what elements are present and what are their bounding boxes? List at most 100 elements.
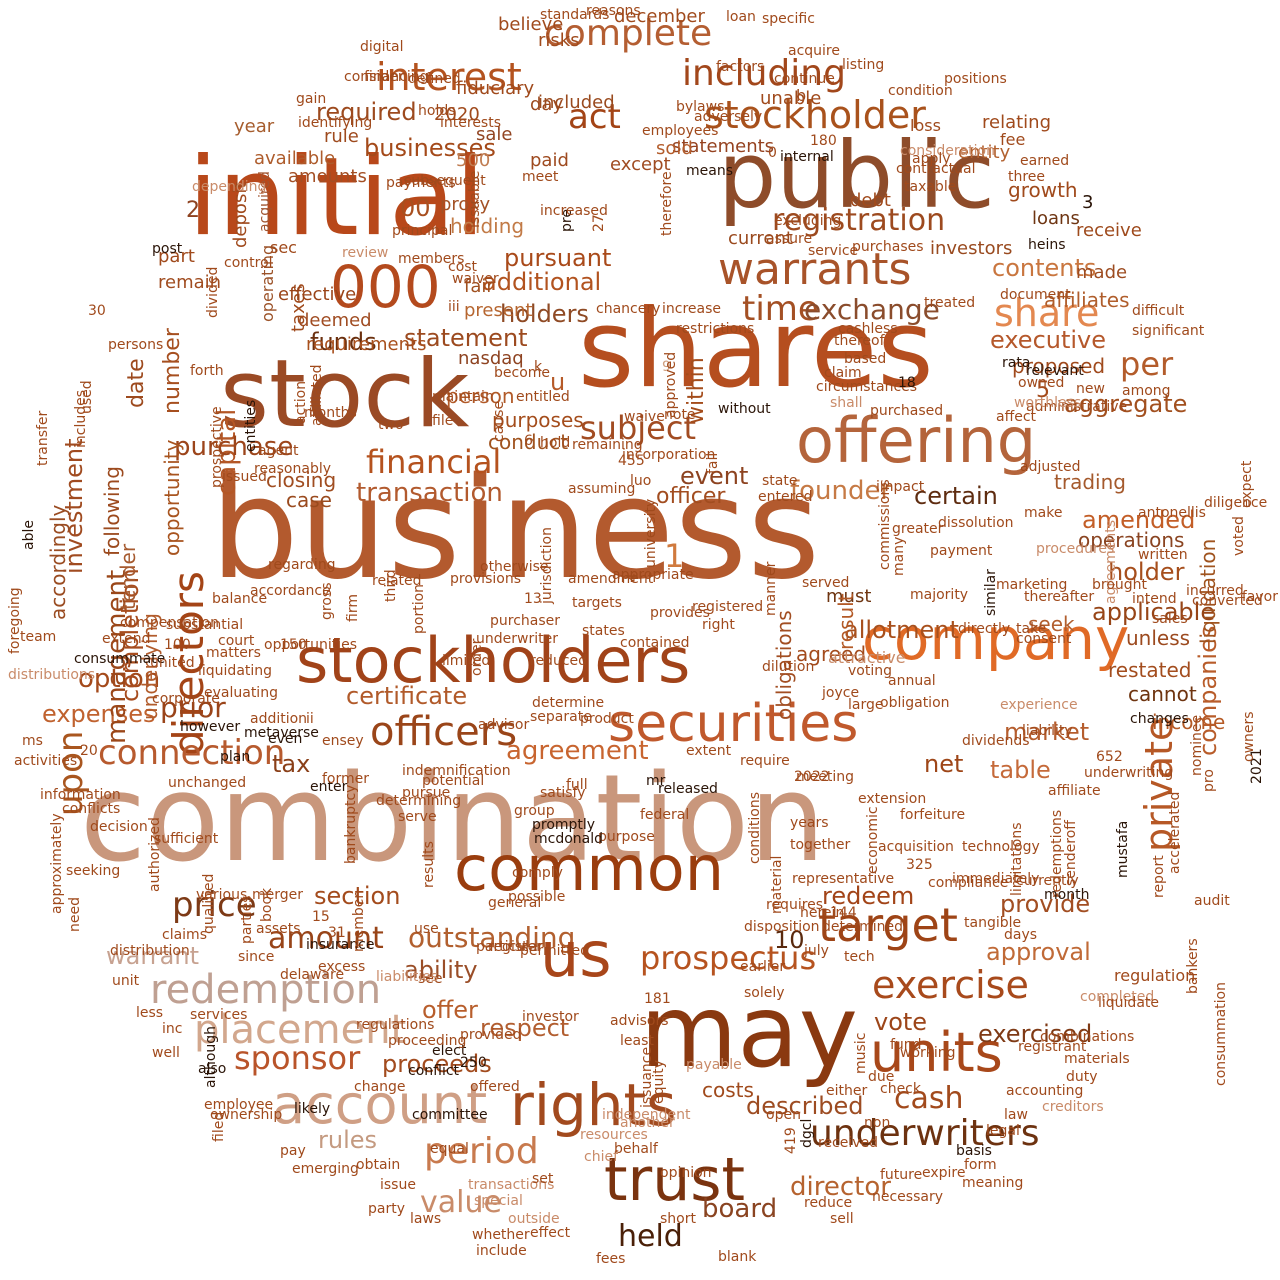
cloud-word: allotment [844, 616, 959, 644]
cloud-word: period [424, 1131, 539, 1172]
cloud-word: registration [772, 203, 946, 238]
cloud-word: metaverse [244, 725, 319, 741]
cloud-word: assuming [568, 481, 636, 497]
cloud-word: elect [432, 1043, 467, 1059]
cloud-word: taxable [904, 179, 957, 195]
cloud-word: cause [491, 400, 507, 442]
cloud-word: excess [318, 959, 366, 975]
cloud-word: earned [1020, 153, 1070, 169]
cloud-word: amounts [288, 166, 367, 187]
cloud-word: part [158, 246, 195, 267]
cloud-word: section [314, 882, 401, 910]
cloud-word: determined [822, 919, 904, 935]
cloud-word: exchange [804, 293, 940, 326]
cloud-word: initial [188, 135, 485, 260]
cloud-word: executive [990, 326, 1107, 354]
cloud-word: fail [705, 452, 721, 474]
cloud-word: year [234, 116, 275, 137]
cloud-word: behalf [614, 1141, 658, 1157]
cloud-word: 6 [524, 433, 533, 449]
cloud-word: held [618, 1219, 683, 1254]
cloud-word: debt [850, 190, 891, 211]
cloud-word: rules [318, 1126, 378, 1154]
cloud-word: 2022 [794, 769, 830, 785]
cloud-word: attractive [828, 648, 906, 667]
cloud-word: entered [758, 489, 813, 505]
cloud-word: matters [206, 645, 261, 661]
cloud-word: 100 [164, 637, 191, 653]
cloud-word: 30 [88, 303, 106, 319]
cloud-word: tax [272, 750, 311, 778]
cloud-word: dividends [962, 733, 1030, 749]
cloud-word: employees [642, 123, 719, 139]
cloud-word: regarding [268, 557, 336, 573]
cloud-word: provisions [450, 571, 521, 587]
cloud-word: pay [280, 1143, 306, 1159]
cloud-word: particular [476, 939, 544, 955]
cloud-word: book [259, 887, 275, 922]
cloud-word: set [532, 1171, 554, 1187]
cloud-word: insurance [306, 937, 375, 953]
cloud-word: extension [858, 791, 927, 807]
cloud-word: sec [270, 238, 297, 257]
cloud-word: permitted [520, 943, 590, 959]
cloud-word: listing [842, 57, 885, 73]
cloud-word: 250 [460, 1055, 487, 1071]
cloud-word: purposes [492, 408, 584, 432]
cloud-word: currently [1016, 873, 1079, 889]
cloud-word: per [1120, 345, 1174, 383]
cloud-word: 500 [456, 150, 491, 171]
cloud-word: changes [1130, 711, 1189, 727]
cloud-word: outstanding [408, 921, 576, 954]
cloud-word: loans [1032, 208, 1080, 229]
cloud-word: income [1152, 710, 1226, 734]
cloud-word: certificate [346, 682, 468, 710]
cloud-word: warrants [718, 244, 912, 295]
cloud-word: must [826, 586, 872, 607]
cloud-word: proposed [1012, 354, 1106, 378]
cloud-word: months [304, 405, 357, 421]
cloud-word: laws [410, 1211, 442, 1227]
cloud-word: consider [344, 69, 404, 85]
cloud-word: trust [604, 1145, 746, 1215]
cloud-word: parties [239, 895, 255, 944]
cloud-word: connection [98, 733, 286, 773]
cloud-word: potential [422, 773, 485, 789]
cloud-word: price [172, 885, 257, 925]
cloud-word: chancery [596, 301, 661, 317]
cloud-word: required [316, 98, 417, 126]
cloud-word: issuable [467, 170, 483, 228]
cloud-word: underwriters [810, 1113, 1040, 1154]
cloud-word: extend [102, 631, 151, 647]
cloud-word: table [990, 756, 1051, 784]
cloud-word: well [152, 1045, 180, 1061]
cloud-word: issue [380, 1177, 416, 1193]
cloud-word: received [818, 1135, 879, 1151]
cloud-word: extent [686, 743, 732, 759]
cloud-word: reasonably [254, 461, 332, 477]
cloud-word: entitled [516, 389, 570, 405]
cloud-word: contents [992, 254, 1097, 282]
cloud-word: registered [692, 599, 764, 615]
cloud-word: exercised [978, 1020, 1093, 1048]
cloud-word: relevant [1026, 363, 1084, 379]
cloud-word: statements [672, 136, 775, 157]
cloud-word: underwriter [476, 631, 558, 647]
cloud-word: qualified [201, 873, 217, 934]
cloud-word: reasons [586, 3, 641, 19]
cloud-word: many [891, 536, 907, 576]
cloud-word: activities [14, 753, 78, 769]
cloud-word: warrant [106, 942, 199, 970]
cloud-word: underwriting [1084, 765, 1174, 781]
cloud-word: fair [464, 276, 494, 297]
cloud-word: statement [404, 324, 528, 352]
cloud-word: conflicts [62, 801, 121, 817]
cloud-word: day [530, 94, 564, 115]
cloud-word: trading [1054, 470, 1126, 494]
cloud-word: new [1076, 381, 1105, 397]
cloud-word: court [218, 633, 255, 649]
cloud-word: payable [686, 1057, 742, 1073]
cloud-word: antonellis [1138, 505, 1206, 521]
cloud-word: 144 [830, 905, 857, 921]
